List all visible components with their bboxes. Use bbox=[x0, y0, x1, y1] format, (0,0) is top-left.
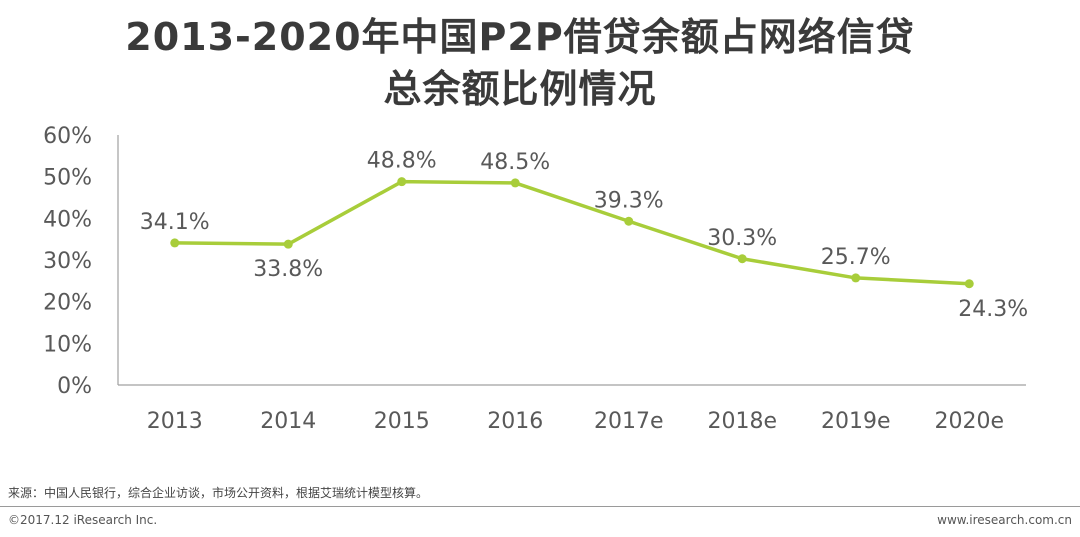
source-note: 来源：中国人民银行，综合企业访谈，市场公开资料，根据艾瑞统计模型核算。 bbox=[8, 486, 429, 500]
data-label: 48.8% bbox=[367, 149, 437, 174]
data-label: 34.1% bbox=[140, 210, 210, 235]
data-label: 33.8% bbox=[253, 257, 323, 282]
data-label: 39.3% bbox=[594, 188, 664, 213]
x-tick-label: 2013 bbox=[147, 409, 203, 434]
x-tick-label: 2016 bbox=[487, 409, 543, 434]
line-chart: 0% 10% 20% 30% 40% 50% 60% 2013 2014 2015 2016 2017… bbox=[43, 124, 1028, 434]
chart-title-line-2: 总余额比例情况 bbox=[383, 67, 657, 111]
y-tick-label: 40% bbox=[43, 207, 92, 232]
x-tick-label: 2017e bbox=[594, 409, 664, 434]
y-tick-label: 60% bbox=[43, 124, 92, 149]
x-tick-label: 2020e bbox=[934, 409, 1004, 434]
data-point bbox=[624, 216, 634, 226]
data-label: 24.3% bbox=[958, 297, 1028, 322]
y-tick-label: 50% bbox=[43, 166, 92, 191]
x-tick-label: 2019e bbox=[821, 409, 891, 434]
y-tick-label: 20% bbox=[43, 291, 92, 316]
data-label: 25.7% bbox=[821, 245, 891, 270]
y-tick-label: 10% bbox=[43, 332, 92, 357]
data-label: 48.5% bbox=[480, 150, 550, 175]
data-label: 30.3% bbox=[707, 226, 777, 251]
data-point bbox=[397, 177, 407, 187]
copyright-text: ©2017.12 iResearch Inc. bbox=[8, 513, 158, 527]
data-point bbox=[283, 239, 293, 249]
data-point bbox=[964, 279, 974, 289]
data-point bbox=[737, 254, 747, 264]
x-tick-label: 2015 bbox=[374, 409, 430, 434]
footer-divider bbox=[0, 506, 1080, 507]
data-point bbox=[170, 238, 180, 248]
data-point bbox=[510, 178, 520, 188]
data-point bbox=[851, 273, 861, 283]
y-tick-label: 0% bbox=[57, 374, 92, 399]
website-text: www.iresearch.com.cn bbox=[937, 513, 1072, 527]
x-tick-label: 2018e bbox=[707, 409, 777, 434]
y-tick-label: 30% bbox=[43, 249, 92, 274]
x-tick-label: 2014 bbox=[260, 409, 316, 434]
series-line bbox=[173, 179, 971, 286]
chart-title-line-1: 2013-2020年中国P2P借贷余额占网络信贷 bbox=[125, 15, 915, 59]
